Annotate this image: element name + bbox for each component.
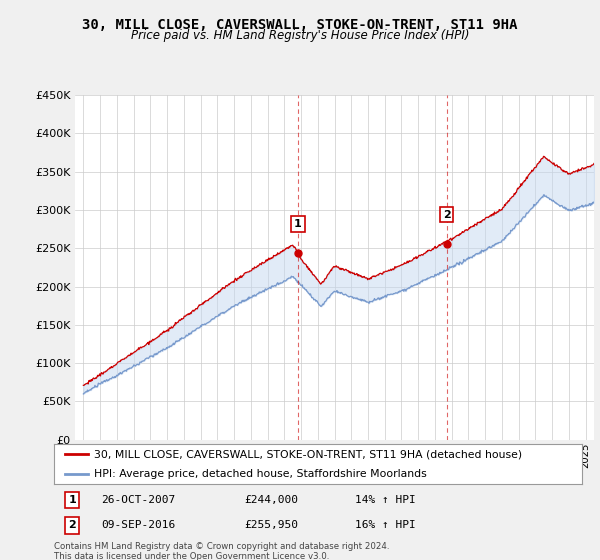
Text: 1: 1 — [294, 219, 302, 229]
Text: 16% ↑ HPI: 16% ↑ HPI — [355, 520, 416, 530]
Text: Contains HM Land Registry data © Crown copyright and database right 2024.
This d: Contains HM Land Registry data © Crown c… — [54, 542, 389, 560]
Text: 30, MILL CLOSE, CAVERSWALL, STOKE-ON-TRENT, ST11 9HA: 30, MILL CLOSE, CAVERSWALL, STOKE-ON-TRE… — [82, 18, 518, 32]
Text: 14% ↑ HPI: 14% ↑ HPI — [355, 494, 416, 505]
Text: HPI: Average price, detached house, Staffordshire Moorlands: HPI: Average price, detached house, Staf… — [94, 469, 427, 479]
Text: 09-SEP-2016: 09-SEP-2016 — [101, 520, 176, 530]
Text: 2: 2 — [68, 520, 76, 530]
Text: 1: 1 — [68, 494, 76, 505]
Text: 30, MILL CLOSE, CAVERSWALL, STOKE-ON-TRENT, ST11 9HA (detached house): 30, MILL CLOSE, CAVERSWALL, STOKE-ON-TRE… — [94, 449, 522, 459]
Text: £244,000: £244,000 — [244, 494, 298, 505]
Text: Price paid vs. HM Land Registry's House Price Index (HPI): Price paid vs. HM Land Registry's House … — [131, 29, 469, 42]
Text: £255,950: £255,950 — [244, 520, 298, 530]
Text: 2: 2 — [443, 209, 451, 220]
Text: 26-OCT-2007: 26-OCT-2007 — [101, 494, 176, 505]
